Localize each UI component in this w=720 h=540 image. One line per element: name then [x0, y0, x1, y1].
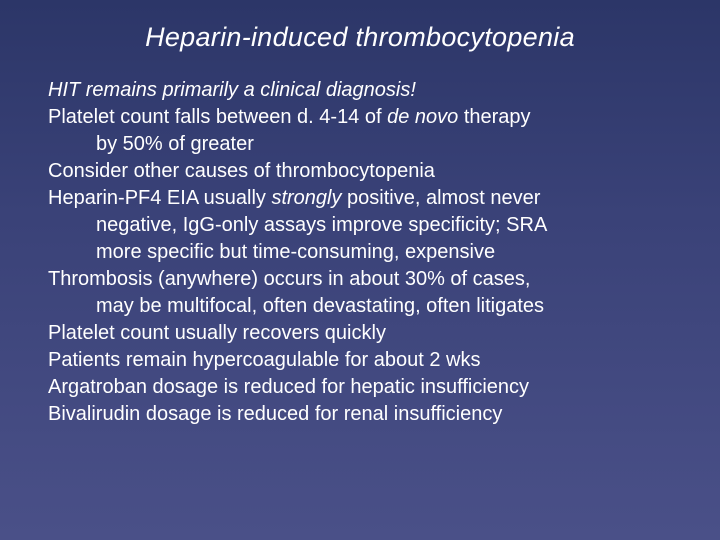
body-line: more specific but time-consuming, expens…: [48, 239, 672, 266]
text-segment: strongly: [271, 187, 341, 209]
text-segment: Thrombosis (anywhere) occurs in about 30…: [48, 268, 530, 290]
text-segment: may be multifocal, often devastating, of…: [96, 295, 544, 317]
text-segment: Consider other causes of thrombocytopeni…: [48, 160, 435, 182]
text-segment: Argatroban dosage is reduced for hepatic…: [48, 376, 529, 398]
text-segment: negative, IgG-only assays improve specif…: [96, 214, 547, 236]
body-line: Patients remain hypercoagulable for abou…: [48, 347, 672, 374]
text-segment: by 50% of greater: [96, 133, 254, 155]
body-line: Argatroban dosage is reduced for hepatic…: [48, 374, 672, 401]
text-segment: Heparin-PF4 EIA usually: [48, 187, 271, 209]
body-line: Bivalirudin dosage is reduced for renal …: [48, 401, 672, 428]
text-segment: Bivalirudin dosage is reduced for renal …: [48, 403, 502, 425]
body-line: HIT remains primarily a clinical diagnos…: [48, 77, 672, 104]
text-segment: Platelet count falls between d. 4-14 of: [48, 106, 387, 128]
body-line: by 50% of greater: [48, 131, 672, 158]
body-line: Platelet count falls between d. 4-14 of …: [48, 104, 672, 131]
body-line: Consider other causes of thrombocytopeni…: [48, 158, 672, 185]
slide-title: Heparin-induced thrombocytopenia: [48, 22, 672, 53]
body-line: negative, IgG-only assays improve specif…: [48, 212, 672, 239]
text-segment: Platelet count usually recovers quickly: [48, 322, 386, 344]
body-line: Platelet count usually recovers quickly: [48, 320, 672, 347]
text-segment: HIT remains primarily a clinical diagnos…: [48, 79, 416, 101]
slide-body: HIT remains primarily a clinical diagnos…: [48, 77, 672, 428]
body-line: Heparin-PF4 EIA usually strongly positiv…: [48, 185, 672, 212]
text-segment: more specific but time-consuming, expens…: [96, 241, 495, 263]
text-segment: de novo: [387, 106, 458, 128]
body-line: may be multifocal, often devastating, of…: [48, 293, 672, 320]
text-segment: therapy: [458, 106, 530, 128]
body-line: Thrombosis (anywhere) occurs in about 30…: [48, 266, 672, 293]
text-segment: positive, almost never: [341, 187, 540, 209]
text-segment: Patients remain hypercoagulable for abou…: [48, 349, 480, 371]
